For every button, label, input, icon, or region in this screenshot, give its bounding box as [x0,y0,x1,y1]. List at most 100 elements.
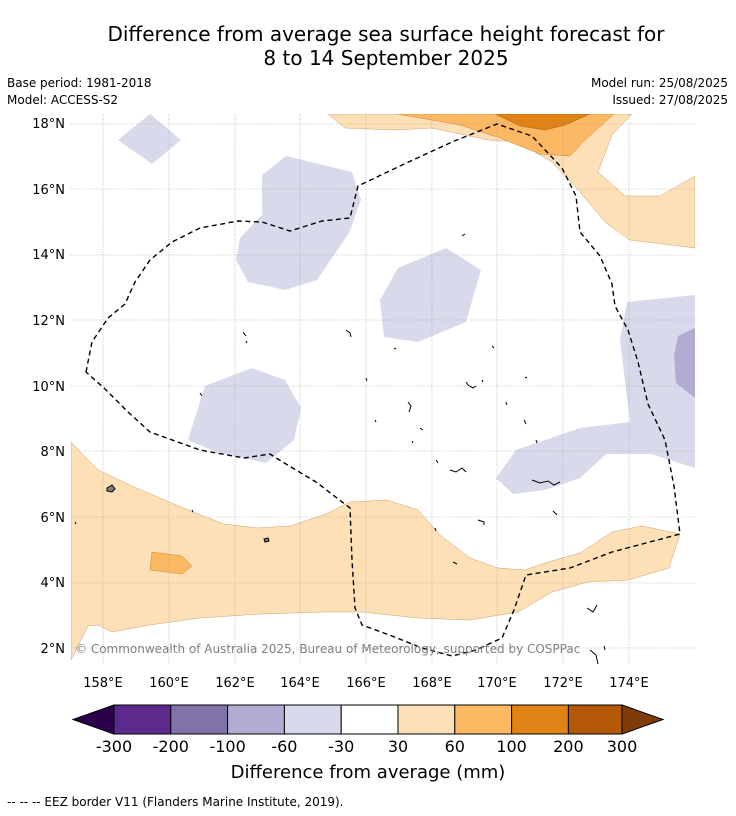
lon-label-164e: 164°E [280,676,320,691]
colorbar-segment-6 [397,704,456,735]
colorbar-segment-2 [170,704,229,735]
colorbar-tick--100: -100 [209,737,245,756]
lon-label-166e: 166°E [346,676,386,691]
colorbar-tick-30: 30 [388,737,408,756]
island-kwajalein [449,467,467,473]
lon-label-158e: 158°E [83,676,123,691]
positive-anomaly-band-south [71,441,681,661]
colorbar-segment-8 [511,704,569,735]
colorbar-tick--200: -200 [153,737,189,756]
negative-anomaly-core-east [674,328,695,398]
colorbar-tick--300: -300 [96,737,132,756]
island-marshall-7 [465,381,477,389]
island-kiribati-1 [589,649,599,665]
island-west-edge [74,521,77,525]
colorbar-segment-7 [454,704,513,735]
island-marshall-10 [505,401,508,406]
island-marshall-11 [523,419,527,425]
colorbar-segment-3 [227,704,285,735]
negative-anomaly-patch-central [380,248,481,342]
sea-surface-height-field [71,114,695,661]
colorbar-tick-60: 60 [445,737,465,756]
colorbar-tick--60: -60 [271,737,297,756]
island-marshall-6 [435,459,439,464]
island-kosrae [263,537,270,543]
map-gridlines [71,114,695,664]
colorbar: -300 -200 -100 -60 -30 30 60 100 200 300… [71,704,665,783]
lat-label-8n: 8°N [41,445,66,460]
island-south-west [191,509,194,513]
island-west-1 [242,331,247,337]
moderate-positive-anomaly-south [149,551,193,575]
lat-label-4n: 4°N [41,576,66,591]
base-period-text: Base period: 1981-2018 [7,76,152,90]
meta-left: Base period: 1981-2018 Model: ACCESS-S2 [7,75,152,109]
island-marshall-16 [434,527,437,532]
title-line-2: 8 to 14 September 2025 [263,46,509,70]
lon-label-162e: 162°E [215,676,255,691]
colorbar-segment-9 [567,704,623,735]
lat-label-10n: 10°N [32,380,65,395]
lat-label-18n: 18°N [32,117,65,132]
copyright-text: © Commonwealth of Australia 2025, Bureau… [75,642,580,656]
negative-anomaly-patch-east [496,295,695,494]
lat-label-14n: 14°N [32,248,65,263]
map-title: Difference from average sea surface heig… [0,22,736,70]
strong-positive-anomaly-north [494,114,591,131]
lat-label-16n: 16°N [32,183,65,198]
island-marshall-4 [374,419,377,423]
island-marshall-15 [477,519,485,525]
colorbar-segment-1 [113,704,172,735]
lon-label-160e: 160°E [149,676,189,691]
colorbar-tick-200: 200 [553,737,584,756]
lat-label-2n: 2°N [41,642,66,657]
colorbar-extend-min [71,704,115,735]
lon-label-170e: 170°E [477,676,517,691]
lon-label-174e: 174°E [609,676,649,691]
island-marshall-12 [524,376,528,379]
island-marshall-18 [586,604,598,613]
island-marshall-2 [407,401,412,413]
latitude-labels: 18°N 16°N 14°N 12°N 10°N 8°N 6°N 4°N 2°N [32,117,65,657]
island-marshall-8 [481,379,484,383]
islands [74,233,606,665]
colorbar-tick-300: 300 [607,737,638,756]
island-pohnpei [106,484,116,493]
negative-anomaly-patch-nw [118,114,181,164]
lon-label-168e: 168°E [412,676,452,691]
longitude-labels: 158°E 160°E 162°E 164°E 166°E 168°E 170°… [83,676,649,691]
colorbar-segment-4 [283,704,342,735]
island-west-2 [245,340,248,344]
island-marshall-17 [452,561,458,565]
island-marshall-1 [365,377,368,382]
positive-anomaly-band-north [327,114,695,249]
island-marshall-9 [491,345,495,349]
eez-footnote: -- -- -- EEZ border V11 (Flanders Marine… [7,795,344,809]
island-bikini [393,347,397,350]
island-marshall-13 [535,439,538,444]
meta-right: Model run: 25/08/2025 Issued: 27/08/2025 [591,75,728,109]
island-enewetak [345,329,352,338]
island-majuro [531,479,561,486]
colorbar-tick-100: 100 [496,737,527,756]
title-line-1: Difference from average sea surface heig… [107,22,665,46]
island-marshall-3 [419,427,424,431]
negative-anomaly-patch-west [188,368,301,463]
island-ujelang [199,392,203,397]
colorbar-title: Difference from average (mm) [231,762,506,783]
lon-label-172e: 172°E [543,676,583,691]
island-kiribati-2 [603,645,606,651]
island-north-1 [461,233,466,237]
island-marshall-5 [411,440,414,444]
lat-label-6n: 6°N [41,511,66,526]
eez-border [85,123,681,657]
colorbar-tick--30: -30 [328,737,354,756]
model-text: Model: ACCESS-S2 [7,93,119,107]
lat-label-12n: 12°N [32,314,65,329]
negative-anomaly-patch-north-central [236,156,361,290]
colorbar-segment-5 [340,704,399,735]
issued-text: Issued: 27/08/2025 [612,93,728,107]
island-marshall-14 [552,510,558,516]
model-run-text: Model run: 25/08/2025 [590,76,728,90]
